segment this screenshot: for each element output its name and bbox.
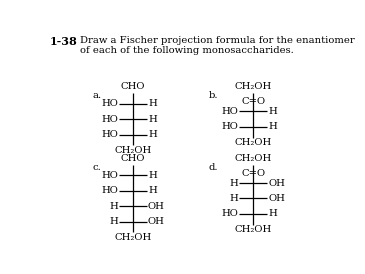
Text: H: H: [268, 209, 277, 218]
Text: HO: HO: [222, 122, 239, 131]
Text: a.: a.: [92, 92, 101, 100]
Text: H: H: [148, 171, 157, 180]
Text: H: H: [230, 194, 239, 203]
Text: H: H: [110, 202, 119, 211]
Text: C=O: C=O: [241, 97, 265, 106]
Text: H: H: [148, 115, 157, 124]
Text: HO: HO: [101, 186, 119, 195]
Text: H: H: [230, 179, 239, 187]
Text: HO: HO: [101, 130, 119, 139]
Text: Draw a Fischer projection formula for the enantiomer
of each of the following mo: Draw a Fischer projection formula for th…: [80, 36, 354, 55]
Text: OH: OH: [268, 194, 285, 203]
Text: CH₂OH: CH₂OH: [235, 226, 272, 234]
Text: CH₂OH: CH₂OH: [115, 146, 152, 155]
Text: H: H: [110, 217, 119, 226]
Text: d.: d.: [208, 163, 218, 172]
Text: CHO: CHO: [121, 82, 145, 92]
Text: H: H: [268, 107, 277, 116]
Text: OH: OH: [148, 202, 165, 211]
Text: CH₂OH: CH₂OH: [235, 154, 272, 163]
Text: CHO: CHO: [121, 154, 145, 163]
Text: H: H: [148, 130, 157, 139]
Text: CH₂OH: CH₂OH: [235, 138, 272, 147]
Text: b.: b.: [208, 92, 218, 100]
Text: OH: OH: [148, 217, 165, 226]
Text: HO: HO: [222, 209, 239, 218]
Text: c.: c.: [92, 163, 101, 172]
Text: HO: HO: [101, 115, 119, 124]
Text: OH: OH: [268, 179, 285, 187]
Text: H: H: [148, 99, 157, 108]
Text: HO: HO: [222, 107, 239, 116]
Text: CH₂OH: CH₂OH: [115, 233, 152, 242]
Text: H: H: [148, 186, 157, 195]
Text: HO: HO: [101, 171, 119, 180]
Text: CH₂OH: CH₂OH: [235, 82, 272, 92]
Text: 1-38: 1-38: [50, 36, 77, 47]
Text: H: H: [268, 122, 277, 131]
Text: C=O: C=O: [241, 169, 265, 178]
Text: HO: HO: [101, 99, 119, 108]
